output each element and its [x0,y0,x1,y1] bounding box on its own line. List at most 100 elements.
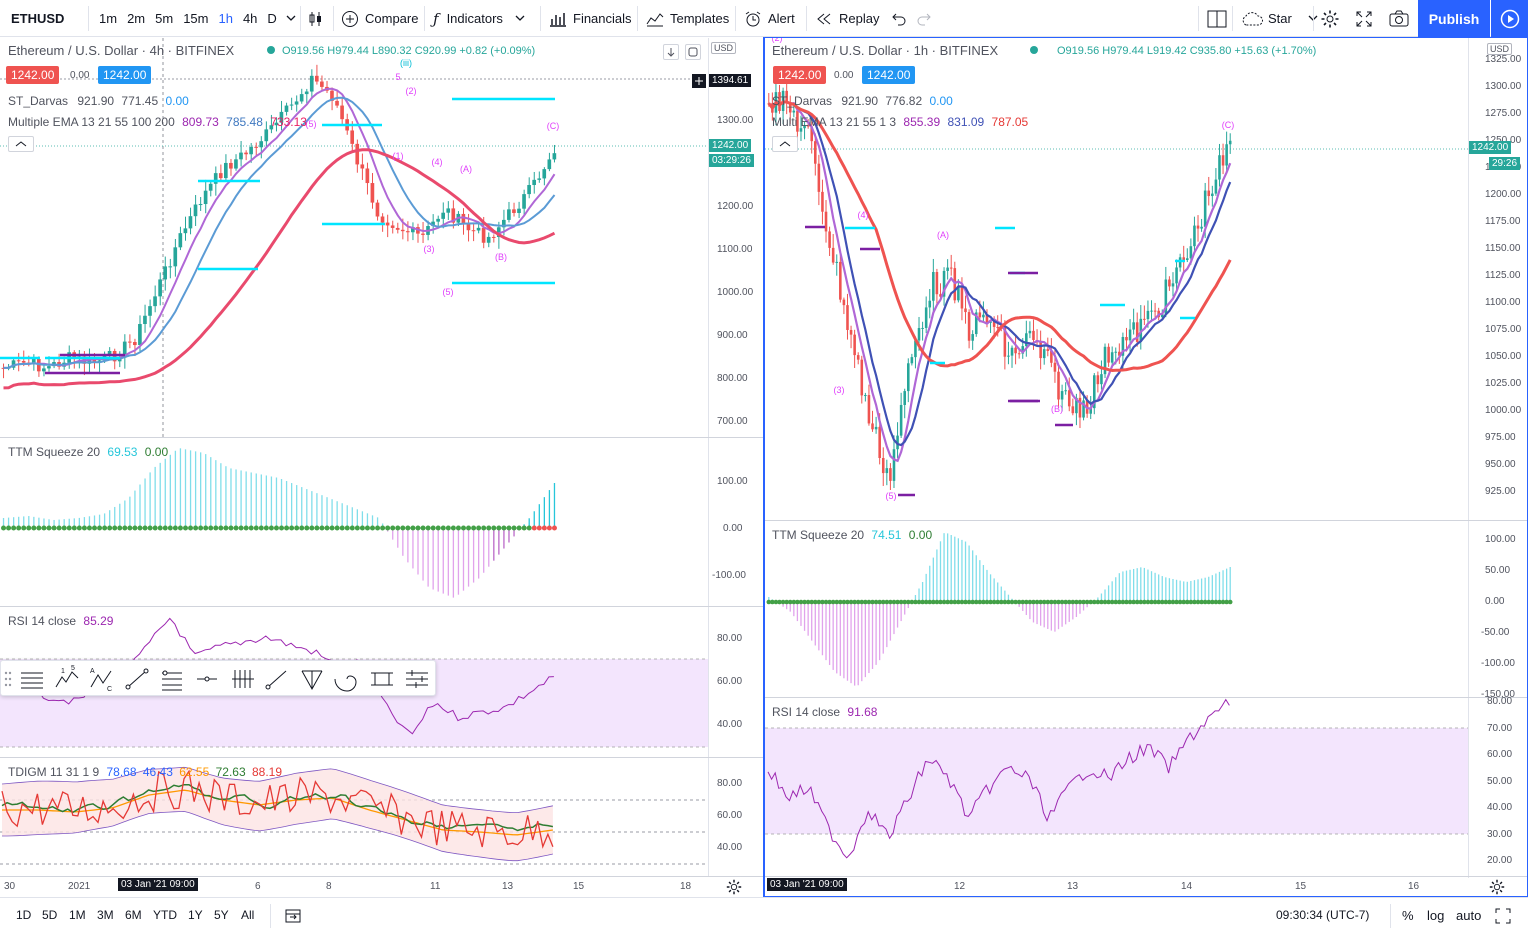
right-chart[interactable]: (2) (4) (A) (3) (5) (B) (C) Ethereum / U.S. Do… [765,38,1528,897]
left-squeeze-legend[interactable]: TTM Squeeze 20 69.53 0.00 [8,445,169,459]
collapse-legend-button[interactable] [8,136,34,152]
horizontal-lines-icon[interactable] [17,665,47,693]
chevron-down-icon[interactable] [1308,11,1318,26]
range-1y[interactable]: 1Y [188,908,203,922]
chart-settings-button[interactable] [725,878,743,897]
currency-label[interactable]: USD [1487,43,1513,55]
interval-1m[interactable]: 1m [99,11,118,26]
left-price-axis[interactable]: USD 1300.00 1200.00 1100.00 1000.00 900.… [708,38,763,438]
left-buy-price[interactable]: 1242.00 [98,66,152,84]
chevron-down-icon[interactable] [515,11,525,26]
clock-timezone[interactable]: 09:30:34 (UTC-7) [1276,908,1370,922]
right-rsi-axis[interactable]: 80.00 70.00 60.00 50.00 40.00 30.00 20.00 [1468,696,1528,878]
auto-scale-toggle[interactable]: auto [1456,908,1482,923]
right-time-axis[interactable]: 03 Jan '21 09:00 12 13 14 15 16 [765,877,1468,897]
fullscreen-button[interactable] [1355,0,1373,37]
financials-button[interactable]: Financials [549,0,632,37]
right-ema-legend[interactable]: Multi EMA 13 21 55 1 3 855.39 831.09 787… [772,115,1029,129]
horizontal-ray-icon[interactable] [192,665,222,693]
squeeze-dot [1167,599,1172,605]
scroll-down-button[interactable] [663,44,679,60]
add-alert-plus-icon[interactable] [692,74,706,91]
right-squeeze-pane[interactable] [765,521,1468,697]
chart-settings-button[interactable] [1488,878,1506,897]
left-tdi-pane[interactable] [0,758,708,876]
range-ytd[interactable]: YTD [153,908,177,922]
fib-retracement-icon[interactable] [157,665,187,693]
range-1d[interactable]: 1D [16,908,32,922]
right-darvas-legend[interactable]: ST_Darvas 921.90 776.82 0.00 [772,94,953,108]
range-6m[interactable]: 6M [125,908,142,922]
right-rsi-legend[interactable]: RSI 14 close 91.68 [772,705,878,719]
left-sell-price[interactable]: 1242.00 [6,66,60,84]
indicators-button[interactable]: ƒ Indicators [433,0,525,37]
left-time-axis[interactable]: 30 2021 6 8 11 13 15 18 03 Jan '21 09:00 [0,877,708,897]
pitchfork-icon[interactable] [297,665,327,693]
interval-4h[interactable]: 4h [242,11,258,26]
price-range-icon[interactable] [367,665,397,693]
candle-body [881,457,885,474]
left-tdi-legend[interactable]: TDIGM 11 31 1 9 78.68 46.43 62.55 72.63 … [8,765,283,779]
parallel-lines-icon[interactable] [227,665,257,693]
squeeze-dot [142,525,148,531]
undo-button[interactable] [891,0,907,37]
log-scale-toggle[interactable]: log [1427,908,1445,923]
percent-scale-toggle[interactable]: % [1402,908,1414,923]
maximize-chart-button[interactable] [1494,907,1512,928]
right-price-pane[interactable]: (2) (4) (A) (3) (5) (B) (C) [765,38,1468,520]
candle-body [885,468,889,474]
publish-button[interactable]: Publish [1418,0,1490,37]
interval-15m[interactable]: 15m [183,11,209,26]
left-squeeze-pane[interactable] [0,438,708,606]
left-rsi-axis[interactable]: 80.00 60.00 40.00 [708,607,763,757]
right-squeeze-legend[interactable]: TTM Squeeze 20 74.51 0.00 [772,528,933,542]
collapse-legend-button[interactable] [772,136,798,152]
right-squeeze-axis[interactable]: 100.00 50.00 0.00 -50.00 -100.00 -150.00 [1468,521,1528,700]
compare-button[interactable]: Compare [341,0,418,37]
trend-line-icon[interactable] [122,665,152,693]
currency-label[interactable]: USD [711,42,737,54]
snapshot-button[interactable] [1389,0,1409,37]
left-rsi-legend[interactable]: RSI 14 close 85.29 [8,614,114,628]
range-5d[interactable]: 5D [42,908,58,922]
goto-date-button[interactable] [284,907,302,928]
interval-5m[interactable]: 5m [155,11,174,26]
ray-line-icon[interactable] [262,665,292,693]
right-price-axis[interactable]: USD 1325.001300.001275.001250.001225.001… [1468,38,1528,520]
right-sell-price[interactable]: 1242.00 [773,66,827,84]
chart-type-button[interactable] [307,0,325,37]
left-symbol-title[interactable]: Ethereum / U.S. Dollar · 4h · BITFINEX [8,43,235,58]
left-squeeze-axis[interactable]: 100.00 0.00 -100.00 [708,438,763,606]
left-chart[interactable]: (iii) 5 (2) (5) (1) (4) (3) (5) (A) (B) (C) Ethere… [0,38,763,897]
interval-1h[interactable]: 1h [218,11,233,26]
templates-button[interactable]: Templates [646,0,729,37]
left-ema-legend[interactable]: Multiple EMA 13 21 55 100 200 809.73 785… [8,115,307,129]
replay-button[interactable]: Replay [815,0,879,37]
interval-d[interactable]: D [267,11,277,26]
range-3m[interactable]: 3M [97,908,114,922]
drag-handle[interactable] [1,665,31,693]
chevron-down-icon[interactable] [282,11,300,26]
right-symbol-title[interactable]: Ethereum / U.S. Dollar · 1h · BITFINEX [772,43,999,58]
range-5y[interactable]: 5Y [214,908,229,922]
left-darvas-legend[interactable]: ST_Darvas 921.90 771.45 0.00 [8,94,189,108]
redo-button[interactable] [916,0,932,37]
symbol-search[interactable]: ETHUSD [11,11,65,26]
alert-button[interactable]: Alert [744,0,795,37]
left-tdi-axis[interactable]: 80.00 60.00 40.00 [708,758,763,876]
fib-spiral-icon[interactable] [332,665,362,693]
date-range-icon[interactable] [402,665,432,693]
maximize-pane-button[interactable] [685,44,701,60]
interval-2m[interactable]: 2m [127,11,146,26]
publish-video-button[interactable] [1491,0,1528,37]
range-all[interactable]: All [241,908,255,922]
left-price-pane[interactable]: (iii)5 (2) (5) (1) (4) (3) (5) (A) (B) (C) [0,38,708,438]
range-1m[interactable]: 1M [69,908,86,922]
layout-name-button[interactable]: Star [1240,0,1318,37]
settings-button[interactable] [1320,0,1340,37]
layout-select-button[interactable] [1207,0,1227,37]
right-rsi-pane[interactable] [765,698,1468,878]
right-buy-price[interactable]: 1242.00 [862,66,916,84]
